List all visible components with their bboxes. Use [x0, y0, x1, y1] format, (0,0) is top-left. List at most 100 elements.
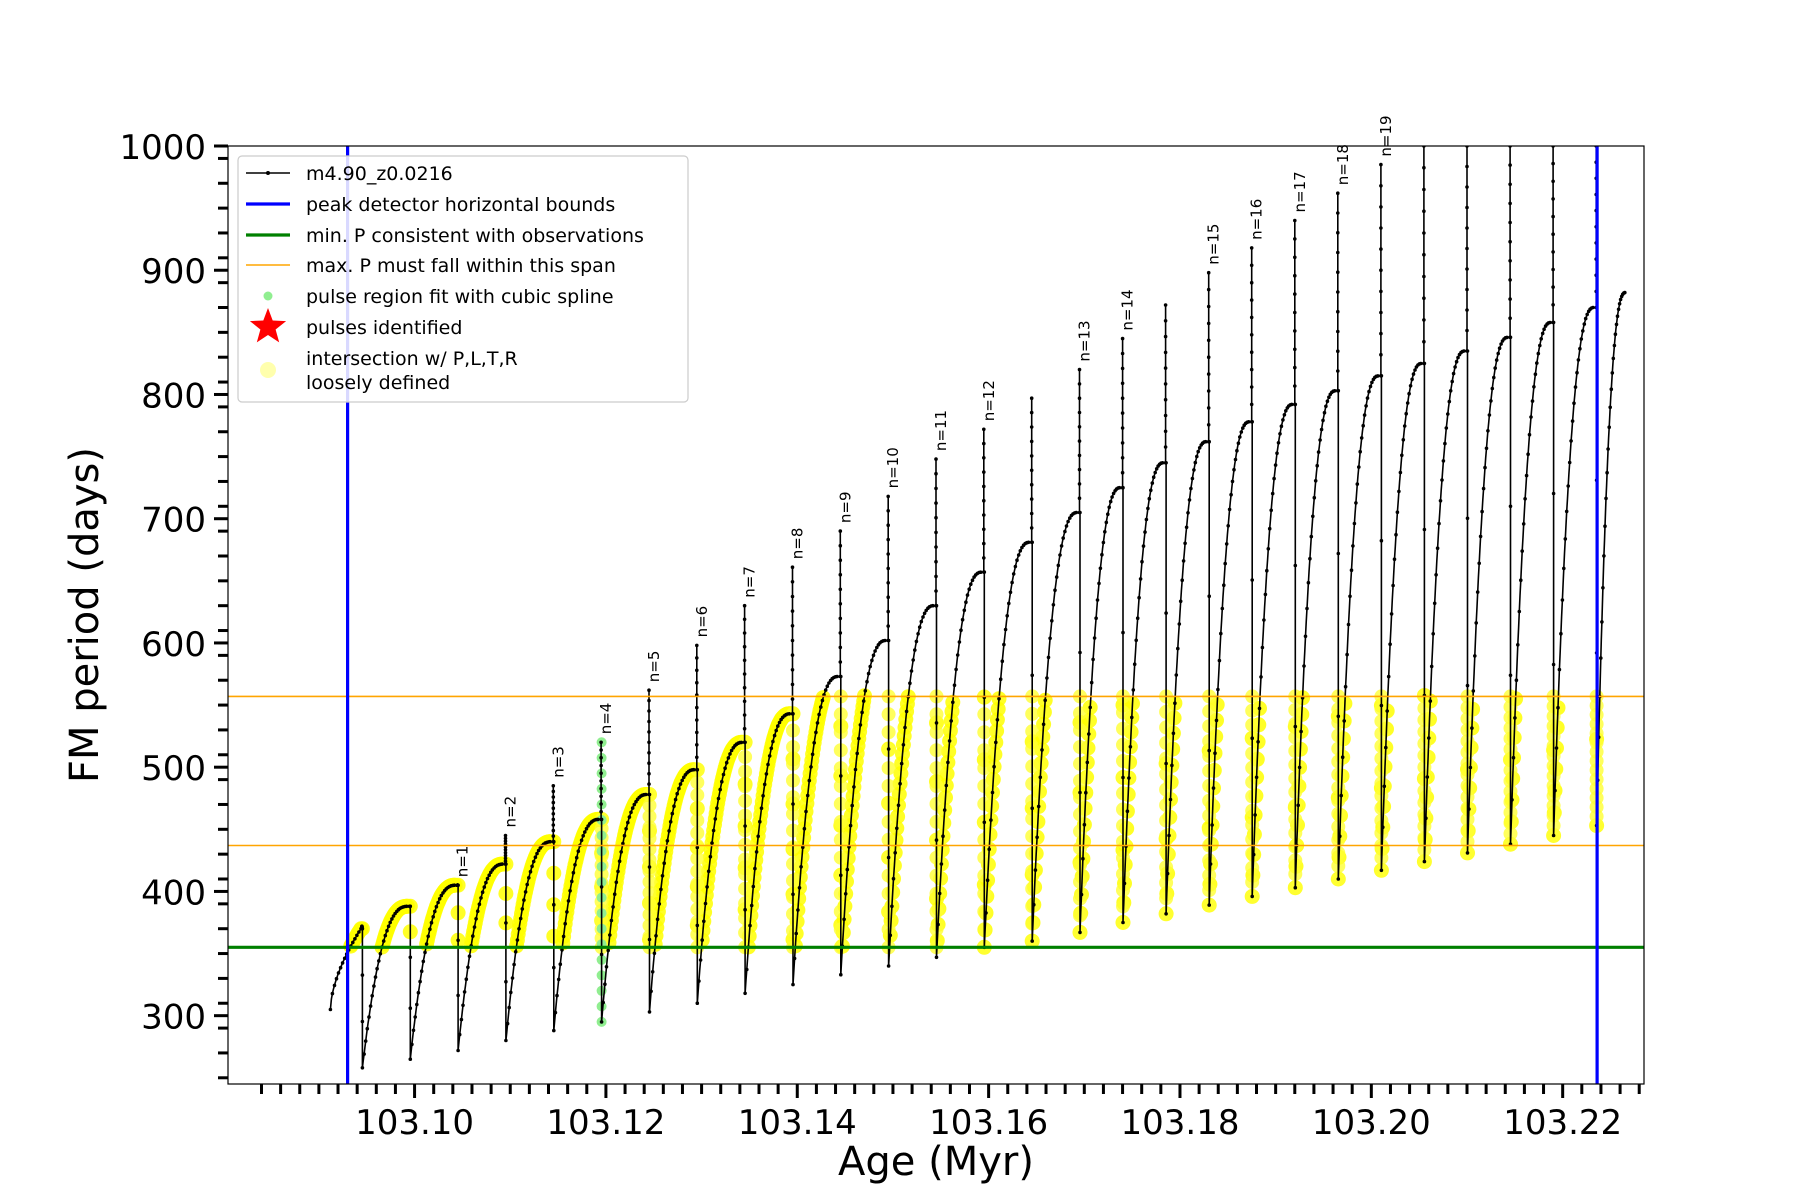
track-point [1163, 334, 1168, 339]
track-point [426, 934, 431, 939]
track-point [1256, 740, 1260, 744]
track-point [1367, 389, 1371, 394]
track-point [599, 748, 603, 752]
track-point [373, 975, 378, 979]
track-point [787, 712, 792, 716]
track-point [1120, 411, 1125, 415]
pulse-label: n=16 [1248, 199, 1266, 240]
track-point [1394, 532, 1398, 537]
track-point [1217, 658, 1222, 663]
track-point [858, 723, 863, 727]
track-point [360, 1066, 365, 1070]
track-point [893, 851, 897, 855]
track-point [1251, 852, 1256, 857]
track-point [695, 767, 699, 772]
track-point [614, 880, 619, 885]
track-point [1293, 365, 1297, 370]
track-point [873, 649, 877, 653]
track-point [377, 959, 381, 963]
track-point [802, 826, 807, 831]
track-point [455, 883, 460, 887]
track-point [695, 923, 700, 928]
track-point [1040, 748, 1044, 752]
track-point [1141, 544, 1146, 548]
track-point [814, 730, 818, 735]
track-point [1610, 371, 1615, 375]
track-point [1456, 355, 1460, 360]
track-point [504, 921, 508, 925]
track-point [908, 681, 912, 685]
pulse-label: n=6 [693, 606, 711, 638]
track-point [1120, 351, 1125, 356]
track-point [1379, 247, 1383, 251]
track-point [1029, 482, 1034, 487]
track-point [1101, 540, 1106, 545]
track-point [1077, 467, 1082, 472]
track-point [1165, 871, 1170, 876]
track-point [1224, 542, 1229, 546]
track-point [428, 927, 432, 931]
track-point [860, 710, 864, 715]
track-point [1257, 706, 1262, 711]
track-point [456, 1048, 460, 1053]
track-point [1030, 939, 1034, 943]
track-point [1250, 736, 1254, 740]
track-point [790, 653, 795, 657]
track-point [1431, 632, 1435, 636]
track-point [503, 839, 508, 843]
track-point [1305, 606, 1309, 611]
track-point [1529, 415, 1533, 419]
track-point [1532, 385, 1536, 389]
track-point [672, 804, 676, 808]
track-point [1249, 333, 1254, 337]
track-point [1121, 630, 1125, 635]
track-point [1249, 402, 1254, 407]
track-point [886, 638, 890, 643]
track-point [1127, 776, 1131, 780]
track-point [599, 1020, 604, 1024]
track-point [1511, 755, 1516, 760]
track-point [368, 1004, 373, 1008]
track-point [865, 679, 869, 684]
track-point [599, 755, 603, 760]
track-point [1364, 404, 1368, 408]
track-point [482, 885, 487, 889]
track-point [1163, 303, 1168, 307]
legend-label: intersection w/ P,L,T,R [306, 348, 518, 370]
track-point [1270, 491, 1275, 496]
track-point [1388, 642, 1392, 646]
track-point [839, 774, 843, 778]
track-point [1078, 930, 1082, 935]
track-point [365, 1026, 370, 1031]
track-point [1313, 479, 1318, 483]
track-point [842, 917, 846, 922]
track-point [1556, 705, 1560, 710]
track-point [742, 658, 747, 663]
track-point [1018, 549, 1023, 553]
track-point [372, 984, 376, 988]
track-point [1524, 473, 1529, 478]
track-point [1120, 441, 1125, 445]
track-point [1293, 563, 1298, 568]
track-point [1376, 374, 1380, 378]
track-point [1312, 495, 1317, 500]
track-point [1508, 259, 1512, 263]
track-point [655, 917, 660, 922]
track-point [1032, 902, 1036, 907]
track-point [839, 873, 843, 878]
track-point [1206, 321, 1211, 326]
track-point [551, 806, 556, 810]
track-point [1422, 339, 1426, 344]
track-point [1336, 290, 1340, 294]
x-tick-label: 103.20 [1312, 1103, 1431, 1143]
track-point [1615, 314, 1620, 319]
track-point [1440, 478, 1444, 482]
track-point [934, 486, 938, 491]
track-point [477, 902, 482, 906]
track-point [1302, 664, 1306, 668]
track-point [424, 942, 429, 946]
track-point [1121, 920, 1125, 925]
track-point [558, 962, 563, 966]
track-point [1379, 289, 1383, 294]
track-point [647, 688, 651, 692]
